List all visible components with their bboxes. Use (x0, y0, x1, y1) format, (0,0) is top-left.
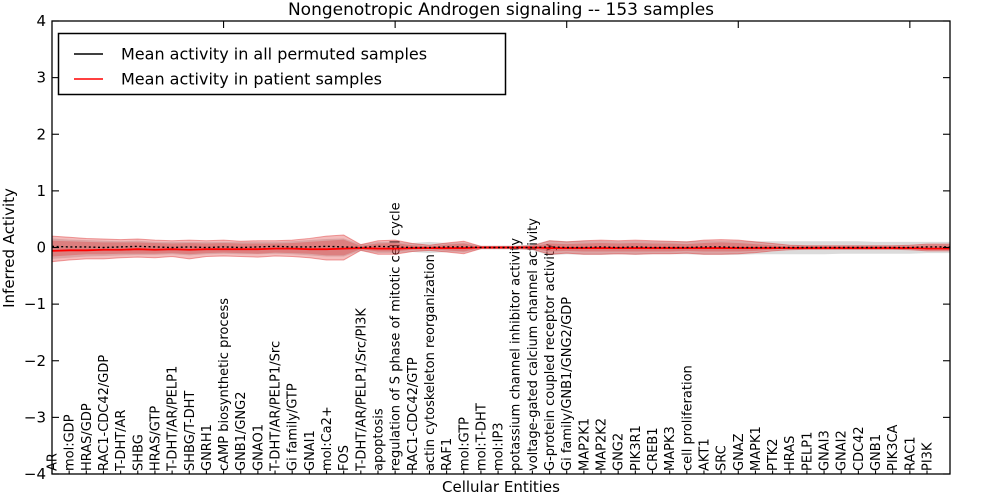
x-tick-label: MAPK3 (663, 426, 678, 471)
x-tick-label: SHBG/T-DHT (183, 391, 198, 471)
x-tick-label: cell proliferation (680, 365, 695, 471)
x-tick-label: RAC1 (903, 436, 918, 471)
y-tick-label: 0 (36, 239, 46, 257)
y-tick-label: 4 (36, 12, 46, 30)
x-tick-label: PI3K (921, 442, 936, 471)
x-tick-label: CREB1 (646, 427, 661, 471)
x-tick-label: MAP2K1 (577, 418, 592, 471)
y-tick-label: −2 (24, 352, 46, 370)
plot-border (51, 20, 951, 475)
x-tick-label: mol:T-DHT (474, 403, 489, 471)
permuted-mean-line (51, 245, 950, 249)
x-tick-label: GNAI1 (303, 430, 318, 471)
y-tick-label: −3 (24, 408, 46, 426)
x-tick-label: mol:Ca2+ (320, 406, 335, 471)
legend-label-patient-samples: Mean activity in patient samples (121, 70, 382, 89)
x-tick-label: mol:GDP (63, 414, 78, 471)
x-tick-label: GNAZ (732, 433, 747, 471)
chart-title: Nongenotropic Androgen signaling -- 153 … (288, 0, 714, 20)
y-tick-label: −1 (24, 295, 46, 313)
legend-label-permuted-samples: Mean activity in all permuted samples (121, 45, 427, 64)
x-tick-label: GNAI3 (818, 430, 833, 471)
x-tick-label: regulation of S phase of mitotic cell cy… (389, 202, 404, 471)
x-tick-label: GNB1/GNG2 (234, 391, 249, 471)
x-tick-label: AR (46, 453, 61, 471)
x-tick-label: T-DHT/AR/PELP1/Src/PI3K (354, 308, 369, 472)
x-tick-label: RAC1-CDC42/GDP (97, 355, 112, 471)
y-tick-label: 3 (36, 69, 46, 87)
x-tick-label: AKT1 (697, 438, 712, 471)
x-tick-label: GNG2 (612, 433, 627, 471)
x-tick-label: potassium channel inhibitor activity (509, 238, 524, 471)
x-tick-label: PTK2 (766, 438, 781, 471)
x-tick-label: mol:IP3 (492, 422, 507, 471)
x-tick-label: cAMP biosynthetic process (217, 298, 232, 471)
x-tick-label: RAF1 (440, 438, 455, 471)
x-tick-label: HRAS/GTP (148, 406, 163, 471)
x-tick-label: T-DHT/AR/PELP1/Src (269, 341, 284, 472)
x-tick-label: GNAO1 (251, 424, 266, 471)
permuted-samples-std-band (52, 238, 950, 259)
x-tick-label: MAPK1 (749, 426, 764, 471)
legend-box (57, 32, 507, 96)
x-tick-label: PELP1 (800, 432, 815, 471)
x-tick-label: GNRH1 (200, 424, 215, 471)
x-tick-label: GNAI2 (835, 430, 850, 471)
x-tick-label: SRC (715, 445, 730, 471)
x-tick-label: CDC42 (852, 426, 867, 471)
x-axis-label: Cellular Entities (442, 478, 560, 496)
legend: Mean activity in all permuted samples Me… (57, 32, 507, 96)
x-tick-label: G-protein coupled receptor activity (543, 243, 558, 471)
x-tick-label: RAC1-CDC42/GTP (406, 357, 421, 471)
x-tick-label: Gi family/GTP (286, 383, 301, 471)
x-tick-label: apoptosis (371, 408, 386, 471)
x-tick-label: HRAS/GDP (80, 403, 95, 471)
x-tick-label: HRAS (783, 436, 798, 471)
x-tick-label: FOS (337, 445, 352, 471)
x-tick-label: Gi family/GNB1/GNG2/GDP (560, 297, 575, 471)
y-tick-label: −4 (24, 465, 46, 483)
x-tick-label: PIK3CA (886, 424, 901, 471)
x-tick-label: SHBG (131, 434, 146, 471)
x-tick-label: MAP2K2 (595, 418, 610, 471)
y-tick-label: 2 (36, 125, 46, 143)
y-tick-label: 1 (36, 182, 46, 200)
x-tick-label: GNB1 (869, 434, 884, 471)
x-tick-label: voltage-gated calcium channel activity (526, 218, 541, 471)
x-tick-label: T-DHT/AR (114, 410, 129, 472)
y-axis-label: Inferred Activity (0, 188, 18, 308)
plot-layers: AR mol:GDP HRAS/GDP RAC1-CDC42/GDP T-DHT/AR S… (24, 12, 951, 483)
x-tick-label: T-DHT/AR/PELP1 (166, 366, 181, 472)
x-tick-label: PIK3R1 (629, 425, 644, 471)
x-tick-label: mol:GTP (457, 417, 472, 471)
x-tick-label: actin cytoskeleton reorganization (423, 254, 438, 471)
